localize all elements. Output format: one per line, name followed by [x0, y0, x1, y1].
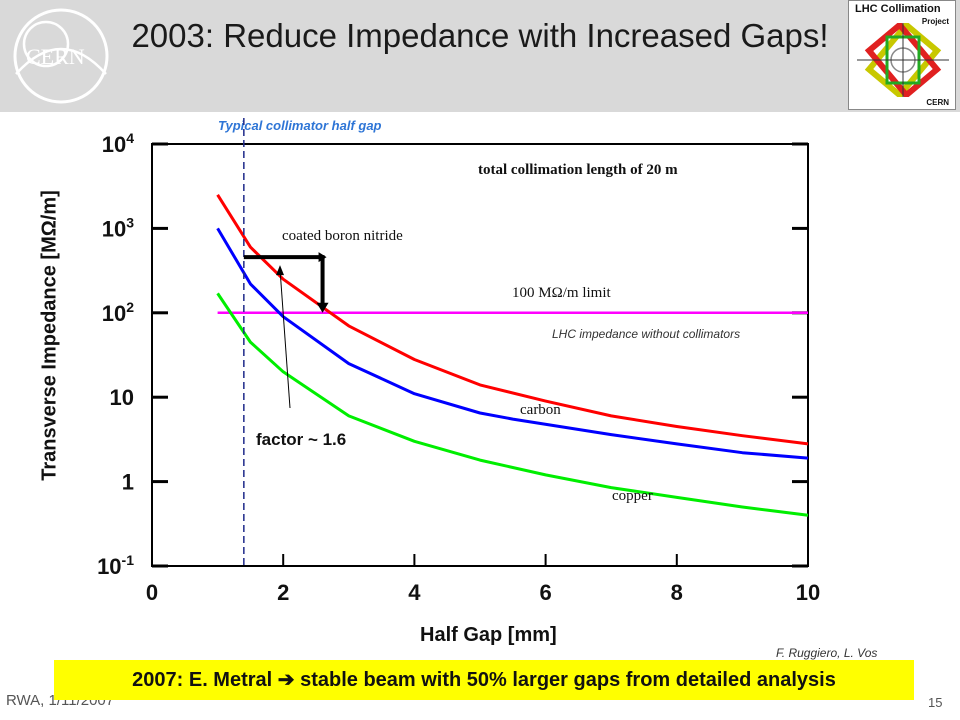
factor-annotation: factor ~ 1.6: [256, 430, 346, 449]
x-tick-label-2: 4: [408, 580, 421, 605]
x-tick-label-0: 0: [146, 580, 158, 605]
badge-cern: CERN: [926, 98, 949, 107]
plot-frame: [151, 143, 809, 567]
series-label-carbon: carbon: [520, 402, 561, 418]
factor-pointer-line: [279, 269, 291, 409]
y-tick-label-3: 102: [102, 299, 134, 326]
x-tick-label-1: 2: [277, 580, 289, 605]
title-bar: [0, 0, 960, 112]
series-layer: [216, 194, 809, 517]
vline-label: Typical collimator half gap: [218, 118, 382, 133]
annotation-layer: [243, 118, 329, 566]
hline-label: 100 MΩ/m limit: [512, 285, 611, 301]
x-tick-label-4: 8: [671, 580, 683, 605]
frame-ticks: [152, 142, 808, 568]
tick-labels: 10-1 1 10 102 103 104 0 2 4 6 8 10: [97, 130, 820, 605]
y-tick-label-1: 1: [122, 470, 134, 495]
hline-note: LHC impedance without collimators: [552, 327, 740, 341]
cern-logo-text: CERN: [26, 44, 85, 69]
page-number: 15: [928, 695, 943, 710]
series-label-boron-nitride: coated boron nitride: [282, 228, 403, 244]
inner-title: total collimation length of 20 m: [478, 162, 678, 178]
cern-logo: CERN: [13, 8, 109, 104]
slide-title: 2003: Reduce Impedance with Increased Ga…: [131, 17, 829, 54]
summary-banner: 2007: E. Metral ➔ stable beam with 50% l…: [54, 660, 914, 700]
y-tick-label-5: 104: [102, 130, 134, 157]
badge-title: LHC Collimation: [855, 3, 941, 15]
series-line-carbon: [216, 227, 809, 460]
x-tick-label-3: 6: [539, 580, 551, 605]
badge-subtitle: Project: [921, 17, 949, 26]
impedance-chart: 10-1 1 10 102 103 104 0 2 4 6 8 10 total collimatio…: [97, 118, 820, 605]
y-tick-label-0: 10-1: [97, 552, 134, 579]
lhc-collimation-badge: LHC Collimation Project CERN: [848, 0, 956, 110]
y-tick-label-4: 103: [102, 214, 134, 241]
series-line-coated-boron-nitride: [216, 194, 809, 446]
credit: F. Ruggiero, L. Vos: [776, 646, 878, 660]
collimator-diagram-icon: [857, 23, 949, 97]
series-line-copper: [216, 292, 809, 517]
x-tick-label-5: 10: [796, 580, 820, 605]
y-tick-label-2: 10: [110, 385, 134, 410]
factor-pointer-head: [276, 265, 284, 276]
vertical-arrow-head: [316, 302, 329, 313]
x-axis-label: Half Gap [mm]: [420, 624, 557, 646]
series-label-copper: copper: [612, 488, 653, 504]
